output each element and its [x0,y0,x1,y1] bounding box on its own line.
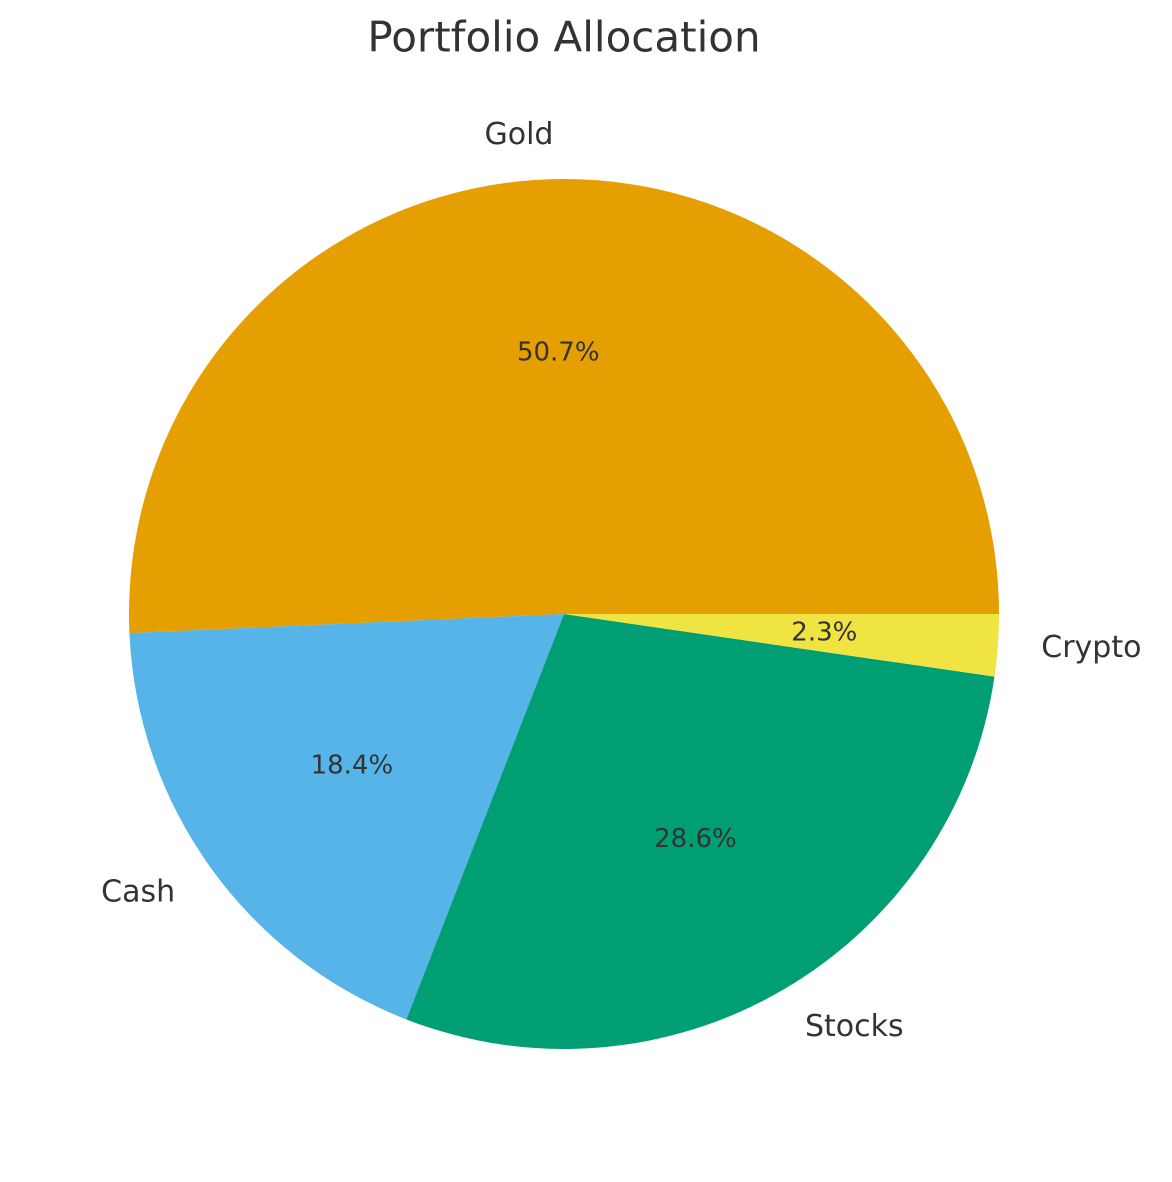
pie-slice [129,614,565,1020]
slice-label: Gold [484,117,553,152]
pie-slice [406,614,995,1049]
slice-label: Crypto [1041,630,1141,665]
value-label: 2.3% [791,617,857,647]
value-label: 28.6% [654,824,737,854]
chart-title: Portfolio Allocation [367,13,760,62]
slice-label: Stocks [805,1009,904,1044]
value-label: 18.4% [311,751,394,781]
slice-label: Cash [101,874,175,909]
value-label: 50.7% [517,338,600,368]
pie-slice [128,179,999,634]
pie-slice [564,614,999,677]
